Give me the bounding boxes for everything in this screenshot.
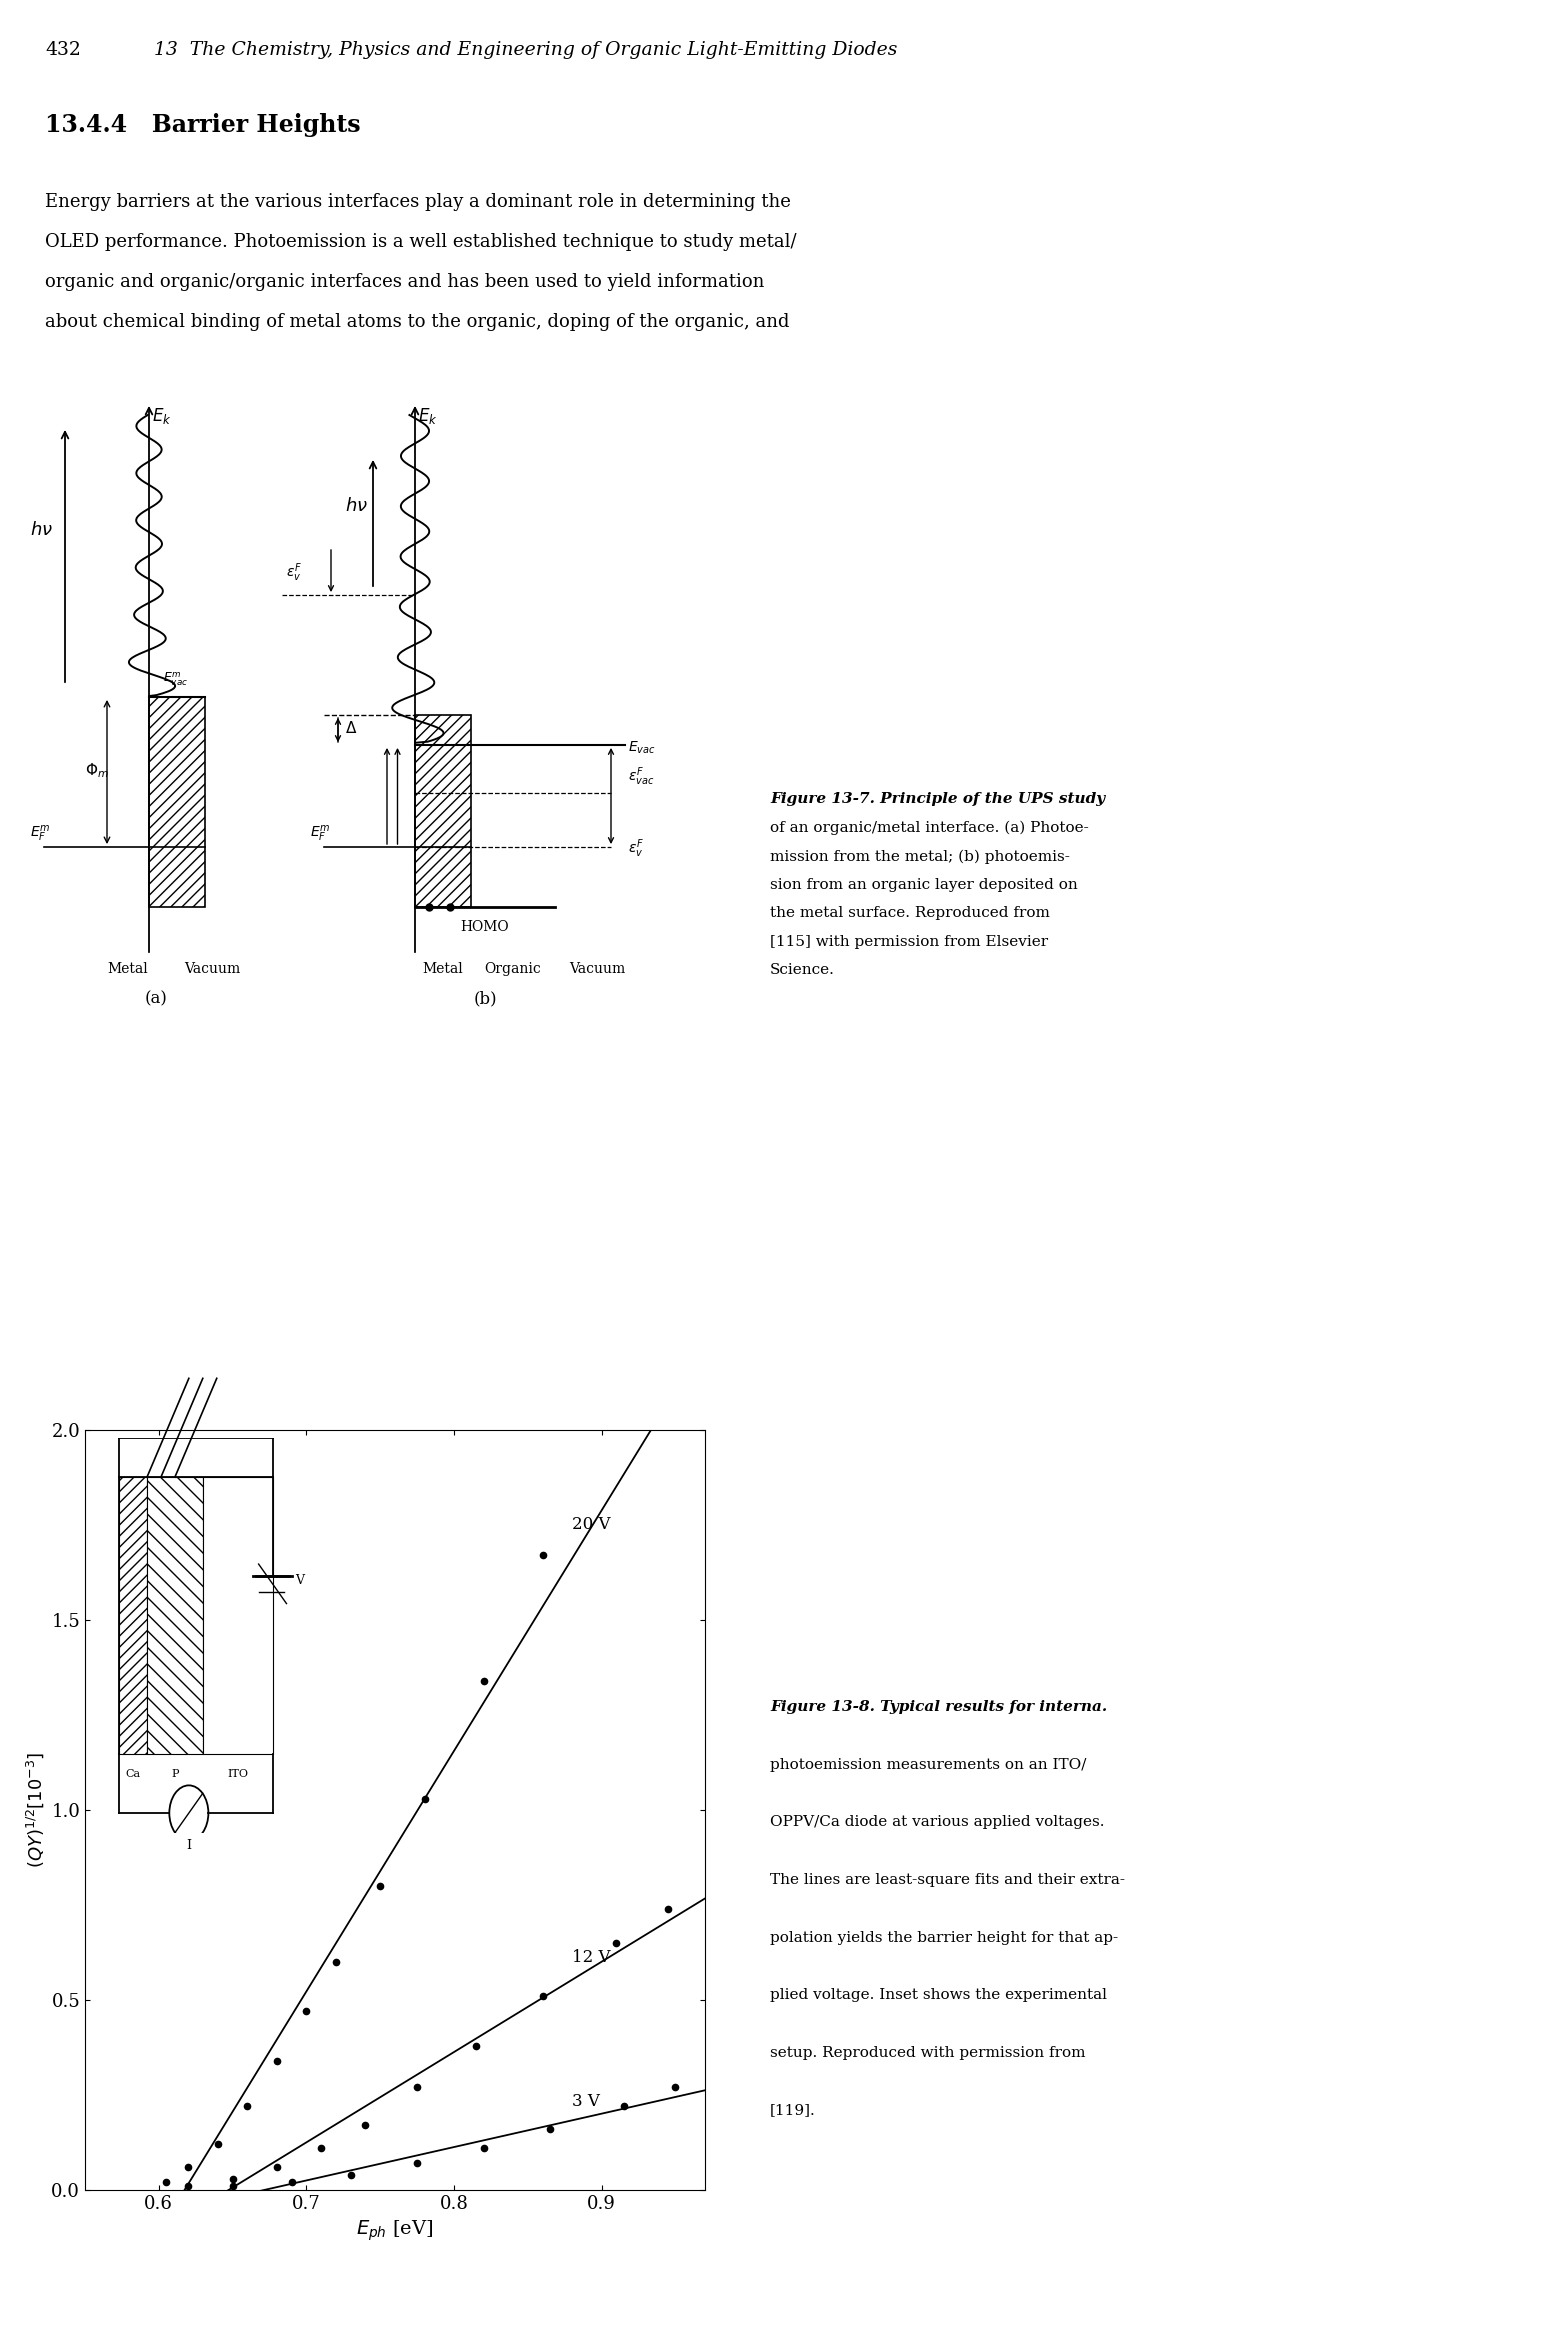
Text: [115] with permission from Elsevier: [115] with permission from Elsevier xyxy=(770,935,1048,949)
Text: setup. Reproduced with permission from: setup. Reproduced with permission from xyxy=(770,2045,1085,2059)
Text: 20 V: 20 V xyxy=(572,1517,611,1533)
Text: Figure 13-7. Principle of the UPS study: Figure 13-7. Principle of the UPS study xyxy=(770,792,1106,806)
Text: Figure 13-8. Typical results for interna.: Figure 13-8. Typical results for interna… xyxy=(770,1699,1107,1713)
Text: OLED performance. Photoemission is a well established technique to study metal/: OLED performance. Photoemission is a wel… xyxy=(45,234,796,250)
Text: Vacuum: Vacuum xyxy=(183,963,239,977)
Y-axis label: $(QY)^{1/2}[10^{-3}]$: $(QY)^{1/2}[10^{-3}]$ xyxy=(23,1753,45,1867)
Text: Organic: Organic xyxy=(485,963,541,977)
Bar xyxy=(415,715,471,907)
Text: plied voltage. Inset shows the experimental: plied voltage. Inset shows the experimen… xyxy=(770,1989,1107,2003)
Text: Metal: Metal xyxy=(423,963,463,977)
Text: $E_k$: $E_k$ xyxy=(418,407,439,425)
Text: mission from the metal; (b) photoemis-: mission from the metal; (b) photoemis- xyxy=(770,848,1070,865)
Text: $E_F^m$: $E_F^m$ xyxy=(30,825,50,844)
Text: HOMO: HOMO xyxy=(460,921,510,935)
X-axis label: $E_{ph}$ [eV]: $E_{ph}$ [eV] xyxy=(356,2218,434,2244)
Text: Metal: Metal xyxy=(107,963,148,977)
Text: $\varepsilon_v^F$: $\varepsilon_v^F$ xyxy=(628,837,644,860)
Text: sion from an organic layer deposited on: sion from an organic layer deposited on xyxy=(770,879,1078,893)
Text: (b): (b) xyxy=(473,991,496,1007)
Bar xyxy=(149,696,205,907)
Text: of an organic/metal interface. (a) Photoe-: of an organic/metal interface. (a) Photo… xyxy=(770,820,1088,834)
Text: [119].: [119]. xyxy=(770,2103,816,2117)
Text: Vacuum: Vacuum xyxy=(569,963,625,977)
Text: the metal surface. Reproduced from: the metal surface. Reproduced from xyxy=(770,907,1050,921)
Text: $h\nu$: $h\nu$ xyxy=(30,521,53,540)
Text: $h\nu$: $h\nu$ xyxy=(345,498,369,514)
Text: $\varepsilon_v^F$: $\varepsilon_v^F$ xyxy=(286,561,302,584)
Text: Energy barriers at the various interfaces play a dominant role in determining th: Energy barriers at the various interface… xyxy=(45,194,791,210)
Text: $\Phi_m$: $\Phi_m$ xyxy=(84,762,109,781)
Text: $E_k$: $E_k$ xyxy=(152,407,173,425)
Text: The lines are least-square fits and their extra-: The lines are least-square fits and thei… xyxy=(770,1872,1124,1886)
Text: about chemical binding of metal atoms to the organic, doping of the organic, and: about chemical binding of metal atoms to… xyxy=(45,313,790,332)
Text: $E_F^m$: $E_F^m$ xyxy=(309,825,331,844)
Text: $E_{vac}^m$: $E_{vac}^m$ xyxy=(163,671,188,687)
Text: photoemission measurements on an ITO/: photoemission measurements on an ITO/ xyxy=(770,1757,1087,1771)
Text: $E_{vac}$: $E_{vac}$ xyxy=(628,741,656,757)
Text: $\varepsilon_{vac}^F$: $\varepsilon_{vac}^F$ xyxy=(628,767,655,788)
Text: 13  The Chemistry, Physics and Engineering of Organic Light-Emitting Diodes: 13 The Chemistry, Physics and Engineerin… xyxy=(154,42,897,58)
Text: $\Delta$: $\Delta$ xyxy=(345,720,358,736)
Text: 432: 432 xyxy=(45,42,81,58)
Text: polation yields the barrier height for that ap-: polation yields the barrier height for t… xyxy=(770,1930,1118,1944)
Text: 12 V: 12 V xyxy=(572,1949,611,1965)
Text: 3 V: 3 V xyxy=(572,2094,600,2110)
Text: OPPV/Ca diode at various applied voltages.: OPPV/Ca diode at various applied voltage… xyxy=(770,1816,1104,1830)
Text: organic and organic/organic interfaces and has been used to yield information: organic and organic/organic interfaces a… xyxy=(45,273,765,292)
Text: (a): (a) xyxy=(145,991,168,1007)
Text: Science.: Science. xyxy=(770,963,835,977)
Text: 13.4.4   Barrier Heights: 13.4.4 Barrier Heights xyxy=(45,112,361,138)
